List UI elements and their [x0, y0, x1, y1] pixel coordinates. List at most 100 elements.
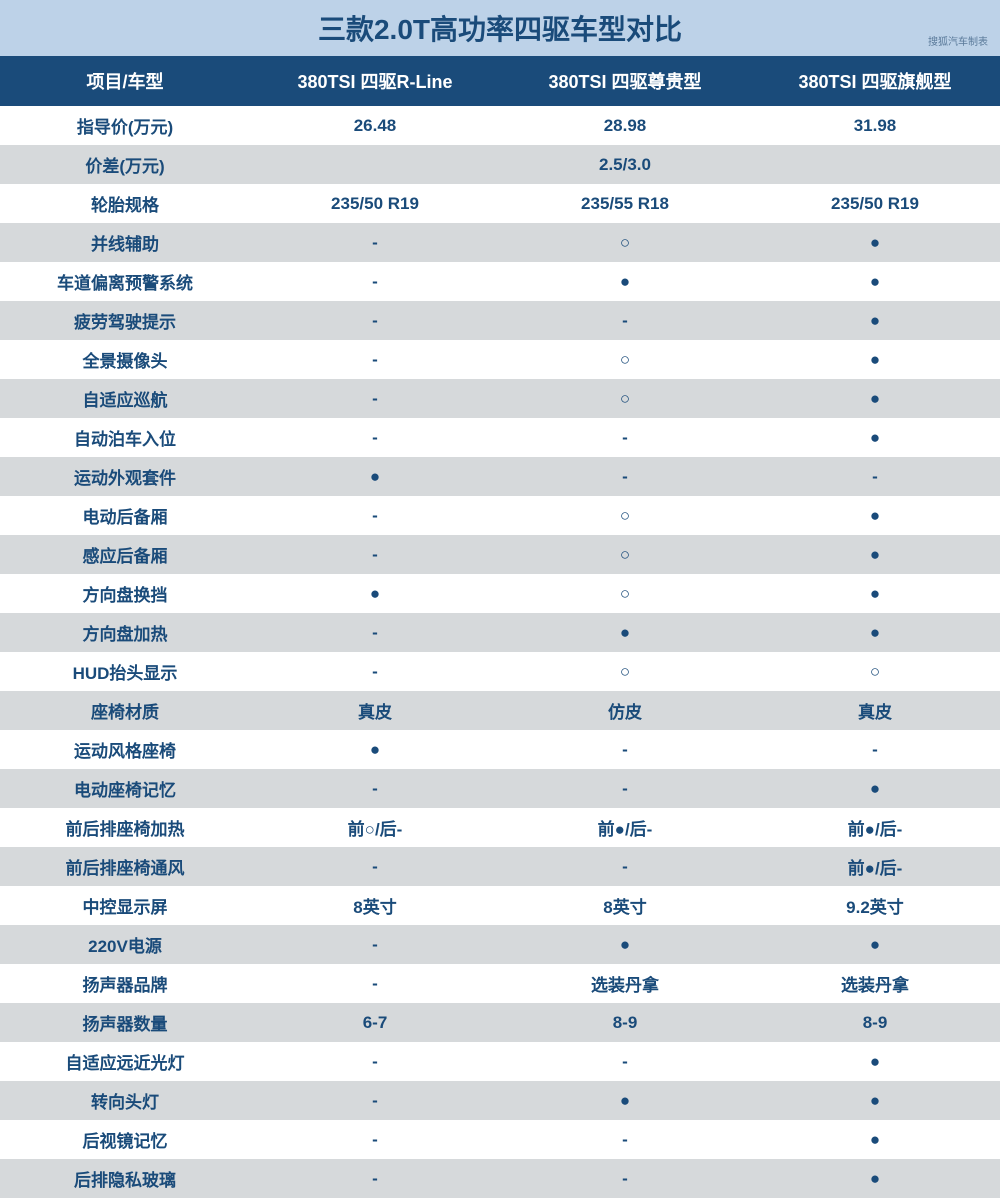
row-label: 运动外观套件	[0, 457, 250, 496]
row-value-1: ●	[250, 730, 500, 769]
row-value-1: -	[250, 1081, 500, 1120]
row-value-1: -	[250, 964, 500, 1003]
row-label: 价差(万元)	[0, 145, 250, 184]
row-value-3: ●	[750, 574, 1000, 613]
table-row: 扬声器数量6-78-98-9	[0, 1003, 1000, 1042]
row-value-3: ●	[750, 340, 1000, 379]
row-label: 后视镜记忆	[0, 1120, 250, 1159]
row-value-2: 8-9	[500, 1003, 750, 1042]
row-value-2: -	[500, 1042, 750, 1081]
row-value-2: 前●/后-	[500, 808, 750, 847]
row-value-3: 前●/后-	[750, 808, 1000, 847]
row-label: 前后排座椅加热	[0, 808, 250, 847]
row-label: 运动风格座椅	[0, 730, 250, 769]
row-value-1: 前○/后-	[250, 808, 500, 847]
row-value-1: -	[250, 847, 500, 886]
row-label: 转向头灯	[0, 1081, 250, 1120]
table-row: 感应后备厢-○●	[0, 535, 1000, 574]
row-value-3: ●	[750, 1159, 1000, 1198]
row-label: HUD抬头显示	[0, 652, 250, 691]
row-value-1: -	[250, 301, 500, 340]
header-model-3: 380TSI 四驱旗舰型	[750, 56, 1000, 106]
row-value-2: ●	[500, 613, 750, 652]
watermark: 搜狐汽车制表	[928, 33, 988, 48]
row-label: 轮胎规格	[0, 184, 250, 223]
row-value-3: ●	[750, 262, 1000, 301]
row-value-3: 选装丹拿	[750, 964, 1000, 1003]
row-value-1: 235/50 R19	[250, 184, 500, 223]
table-row: 自适应远近光灯--●	[0, 1042, 1000, 1081]
row-value-2: 28.98	[500, 106, 750, 145]
row-value-1: -	[250, 1159, 500, 1198]
row-value-2: -	[500, 418, 750, 457]
row-value-3: -	[750, 457, 1000, 496]
row-value-2: -	[500, 769, 750, 808]
row-label: 后排隐私玻璃	[0, 1159, 250, 1198]
row-label: 中控显示屏	[0, 886, 250, 925]
table-row: 后排隐私玻璃--●	[0, 1159, 1000, 1198]
row-value-1: -	[250, 613, 500, 652]
table-row: 扬声器品牌-选装丹拿选装丹拿	[0, 964, 1000, 1003]
row-value-2: ○	[500, 574, 750, 613]
row-value-2: ○	[500, 379, 750, 418]
table-row: 电动座椅记忆--●	[0, 769, 1000, 808]
row-value-2: ○	[500, 340, 750, 379]
row-value-1: -	[250, 652, 500, 691]
row-label: 指导价(万元)	[0, 106, 250, 145]
row-value-1: 26.48	[250, 106, 500, 145]
row-value-3: 31.98	[750, 106, 1000, 145]
row-value-3: 8-9	[750, 1003, 1000, 1042]
table-row: 后视镜记忆--●	[0, 1120, 1000, 1159]
header-label: 项目/车型	[0, 56, 250, 106]
row-label: 方向盘换挡	[0, 574, 250, 613]
table-row: 转向头灯-●●	[0, 1081, 1000, 1120]
row-value-2: ○	[500, 535, 750, 574]
row-label: 自适应巡航	[0, 379, 250, 418]
row-value-3: ●	[750, 418, 1000, 457]
table-row: 方向盘换挡●○●	[0, 574, 1000, 613]
row-value-3: ●	[750, 535, 1000, 574]
row-value-1: -	[250, 535, 500, 574]
row-value-1: -	[250, 262, 500, 301]
row-value-3: ●	[750, 613, 1000, 652]
table-row: 运动风格座椅●--	[0, 730, 1000, 769]
row-value-1: -	[250, 925, 500, 964]
row-label: 全景摄像头	[0, 340, 250, 379]
row-value-1: -	[250, 1042, 500, 1081]
table-row: 前后排座椅加热前○/后-前●/后-前●/后-	[0, 808, 1000, 847]
table-row: 自适应巡航-○●	[0, 379, 1000, 418]
row-value-3: 9.2英寸	[750, 886, 1000, 925]
row-label: 电动座椅记忆	[0, 769, 250, 808]
row-value-3: ●	[750, 496, 1000, 535]
row-value-3: ●	[750, 1120, 1000, 1159]
table-row: 前后排座椅通风--前●/后-	[0, 847, 1000, 886]
row-value-2: 235/55 R18	[500, 184, 750, 223]
header-model-2: 380TSI 四驱尊贵型	[500, 56, 750, 106]
row-label: 感应后备厢	[0, 535, 250, 574]
table-row: 中控显示屏8英寸8英寸9.2英寸	[0, 886, 1000, 925]
table-row: 自动泊车入位--●	[0, 418, 1000, 457]
row-label: 220V电源	[0, 925, 250, 964]
table-header-row: 项目/车型 380TSI 四驱R-Line 380TSI 四驱尊贵型 380TS…	[0, 56, 1000, 106]
row-label: 自适应远近光灯	[0, 1042, 250, 1081]
row-value-3: ●	[750, 925, 1000, 964]
row-value-3: ●	[750, 379, 1000, 418]
table-row: 全景摄像头-○●	[0, 340, 1000, 379]
row-value-2: -	[500, 730, 750, 769]
row-value-1: 6-7	[250, 1003, 500, 1042]
row-value-2: ○	[500, 496, 750, 535]
row-label: 并线辅助	[0, 223, 250, 262]
row-value-merged: 2.5/3.0	[250, 145, 1000, 184]
row-value-2: ○	[500, 223, 750, 262]
row-value-2: ○	[500, 652, 750, 691]
row-value-2: ●	[500, 925, 750, 964]
row-value-3: ●	[750, 301, 1000, 340]
row-value-1: 真皮	[250, 691, 500, 730]
row-value-1: -	[250, 769, 500, 808]
row-value-1: -	[250, 418, 500, 457]
row-value-1: ●	[250, 457, 500, 496]
row-value-2: -	[500, 847, 750, 886]
table-row: 220V电源-●●	[0, 925, 1000, 964]
row-value-3: ●	[750, 223, 1000, 262]
row-label: 座椅材质	[0, 691, 250, 730]
